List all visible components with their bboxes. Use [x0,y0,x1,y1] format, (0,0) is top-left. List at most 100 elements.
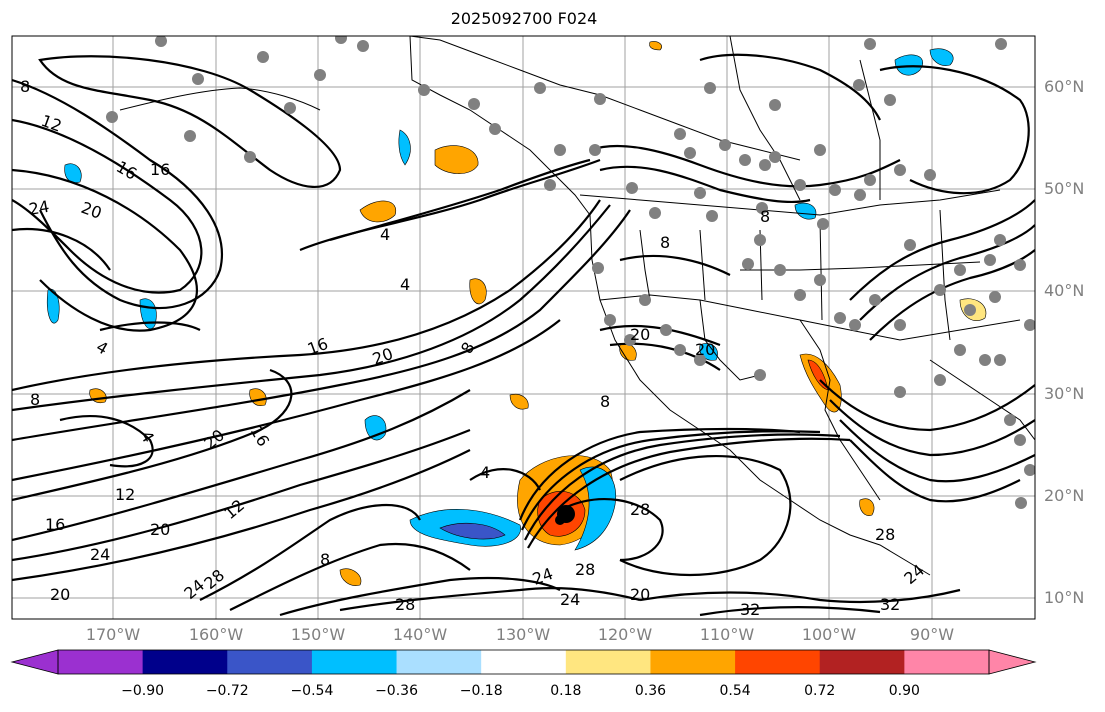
contour-label: 8 [660,233,670,252]
station-marker [244,151,256,163]
colorbar-extend-max [988,649,1037,675]
station-marker [984,254,996,266]
map-title: 2025092700 F024 [450,9,598,28]
station-marker [314,69,326,81]
contour-label: 20 [630,585,650,604]
station-marker [706,210,718,222]
station-marker [964,304,976,316]
station-marker [257,51,269,63]
contour-label: 28 [575,560,595,579]
contour-label: 16 [150,160,170,179]
station-marker [418,84,430,96]
station-marker [774,264,786,276]
station-marker [594,93,606,105]
station-marker [754,369,766,381]
colorbar-tick-label: −0.72 [205,683,249,699]
contour-label: 28 [875,525,895,544]
station-marker [864,38,876,50]
station-marker [934,284,946,296]
colorbar-segment [565,650,651,674]
station-marker [739,154,751,166]
station-marker [884,94,896,106]
station-marker [592,262,604,274]
storm-center-secondary [555,515,565,525]
station-marker [589,144,601,156]
station-marker [626,182,638,194]
contour-label: 4 [480,463,490,482]
station-marker [924,169,936,181]
colorbar-segment [904,650,990,674]
colorbar-tick-label: −0.90 [121,683,165,699]
station-marker [794,179,806,191]
station-marker [639,294,651,306]
colorbar-tick-label: −0.54 [290,683,334,699]
contour-label: 4 [400,275,410,294]
station-marker [849,319,861,331]
contour-label: 20 [50,585,70,604]
station-marker [106,111,118,123]
station-marker [192,73,204,85]
lon-label-120w: 120°W [597,625,653,644]
contour-label: 8 [30,390,40,409]
lon-label-170w: 170°W [85,625,141,644]
colorbar-segment [396,650,482,674]
station-marker [989,291,1001,303]
contour-label: 4 [380,225,390,244]
colorbar-segment [819,650,905,674]
colorbar-tick-label: 0.36 [634,683,667,699]
contour-label: 32 [880,595,900,614]
colorbar [10,649,1037,675]
lat-label-20n: 20°N [1044,486,1085,505]
lon-label-160w: 160°W [188,625,244,644]
lat-label-60n: 60°N [1044,77,1085,96]
station-marker [995,38,1007,50]
station-marker [894,164,906,176]
station-marker [814,144,826,156]
lon-label-150w: 150°W [290,625,346,644]
station-marker [834,312,846,324]
station-marker [994,234,1006,246]
contour-label: 8 [600,392,610,411]
contours [12,53,1035,617]
lat-label-40n: 40°N [1044,281,1085,300]
colorbar-segment [227,650,313,674]
lon-label-110w: 110°W [699,625,755,644]
station-marker [742,258,754,270]
station-marker [794,289,806,301]
map-frame [11,35,1036,620]
station-marker [1004,414,1016,426]
station-marker [1024,319,1035,331]
station-marker [489,123,501,135]
colorbar-segment [650,650,736,674]
station-marker [624,334,636,346]
station-marker [694,354,706,366]
contour-label: 8 [760,207,770,226]
station-marker [869,294,881,306]
station-marker [660,324,672,336]
station-marker [754,234,766,246]
station-marker [694,187,706,199]
station-marker [1015,497,1027,509]
contour-label: 20 [630,325,650,344]
contour-label: 8 [20,77,30,96]
lon-label-100w: 100°W [801,625,857,644]
station-marker [934,374,946,386]
station-marker [979,354,991,366]
station-marker [894,319,906,331]
station-marker [1014,434,1026,446]
contour-label: 24 [90,545,110,564]
station-markers [106,36,1035,509]
station-marker [756,202,768,214]
station-marker [817,218,829,230]
colorbar-extend-min [10,649,59,675]
station-marker [719,139,731,151]
station-marker [854,189,866,201]
station-marker [357,40,369,52]
lon-label-130w: 130°W [495,625,551,644]
colorbar-segment [142,650,228,674]
lat-label-30n: 30°N [1044,384,1085,403]
station-marker [184,130,196,142]
contour-label: 20 [150,520,170,539]
station-marker [284,102,296,114]
